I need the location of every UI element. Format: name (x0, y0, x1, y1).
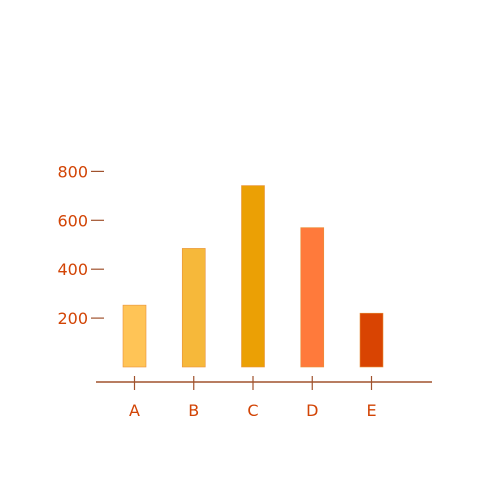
x-tick-label: D (306, 401, 318, 420)
bar-e (359, 312, 384, 368)
x-tick-label: C (247, 401, 258, 420)
x-tick-label: B (188, 401, 199, 420)
y-tick-label: 200 (57, 309, 88, 328)
y-tick-label: 400 (57, 260, 88, 279)
y-tick-label: 800 (57, 162, 88, 181)
bar-c (241, 185, 265, 368)
x-tick-label: E (366, 401, 376, 420)
x-tick-label: A (129, 401, 140, 420)
bar-d (300, 227, 325, 368)
y-tick-label: 600 (57, 211, 88, 230)
bar-a (122, 304, 147, 368)
x-axis: A B C D E (129, 376, 377, 420)
bar-b (181, 248, 206, 368)
y-axis: 200 400 600 800 (57, 162, 104, 328)
bars (122, 185, 384, 368)
